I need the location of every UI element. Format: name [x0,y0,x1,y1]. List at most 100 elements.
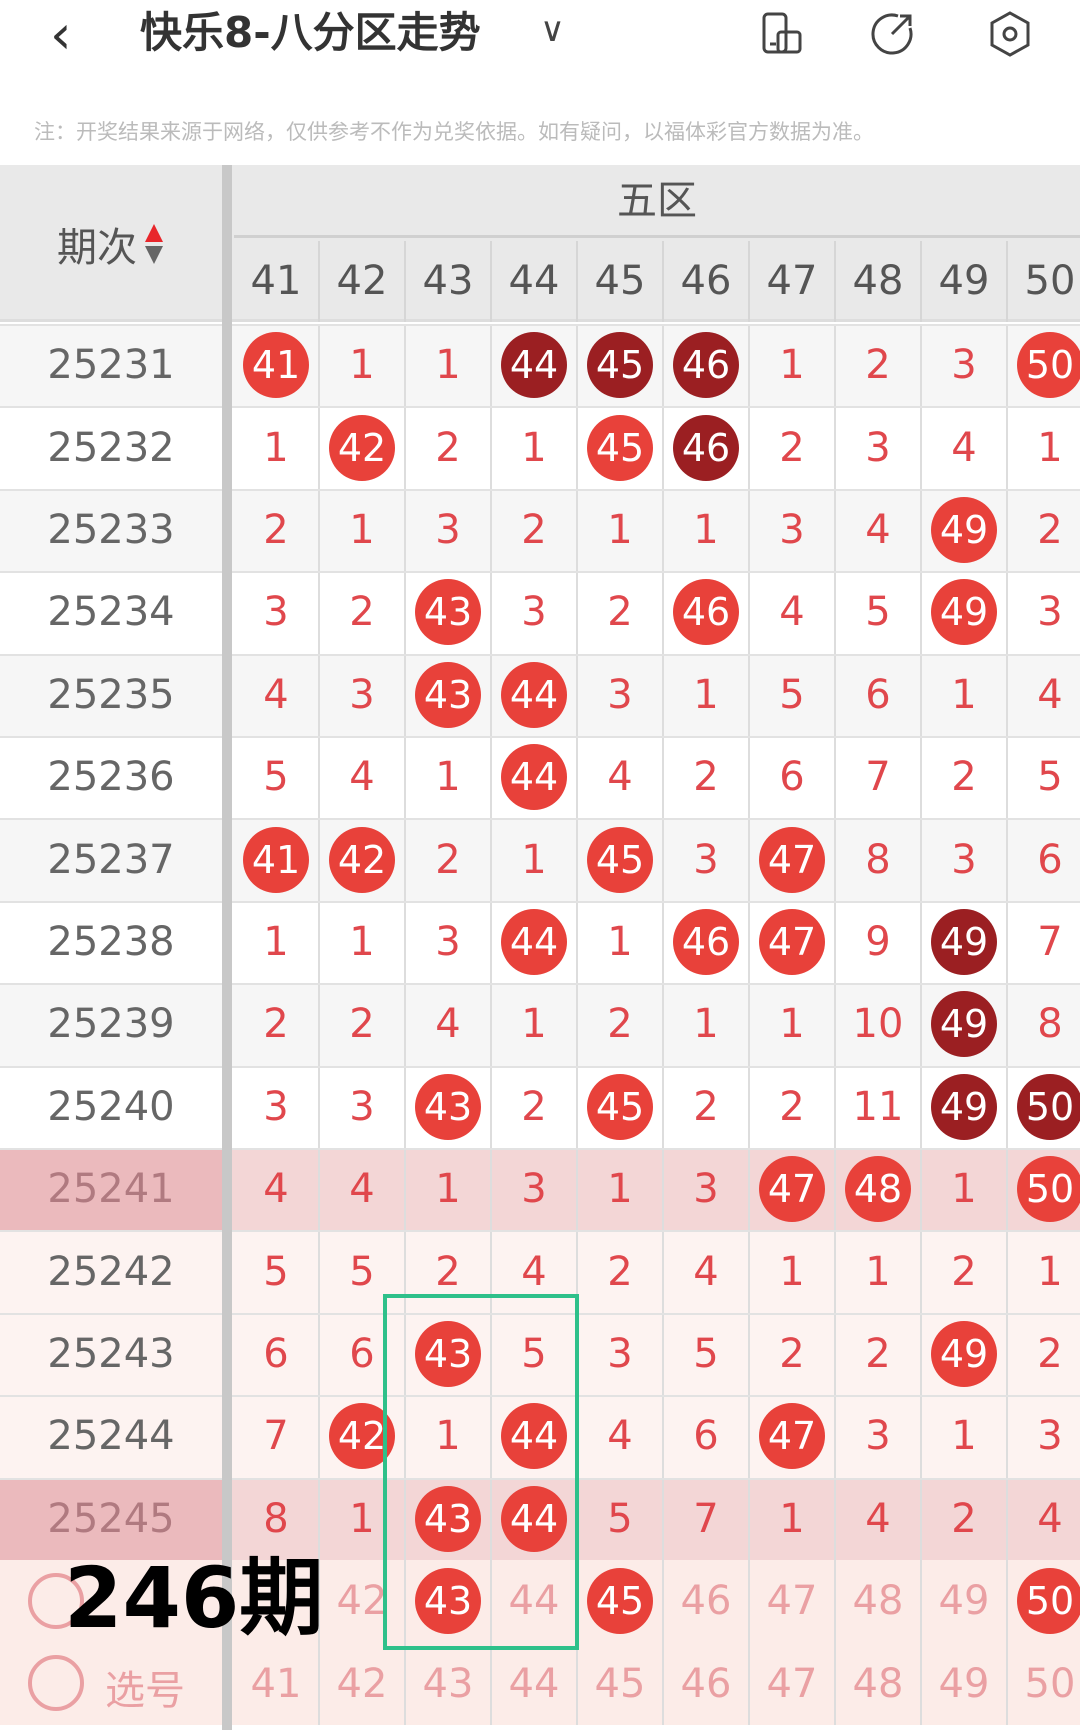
cell[interactable]: 2 [492,1065,578,1148]
cell[interactable]: 2 [750,1065,836,1148]
cell[interactable]: 9 [836,900,922,984]
cell[interactable]: 4 [234,653,320,736]
cell[interactable]: 7 [1008,901,1080,983]
cell[interactable]: 6 [836,653,922,736]
settings-icon[interactable] [986,10,1034,58]
cell[interactable]: 49 [922,571,1008,654]
cell[interactable]: 4 [492,1230,578,1313]
cell[interactable]: 1 [320,1477,406,1560]
cell[interactable]: 50 [1008,1642,1080,1724]
cell[interactable]: 1 [492,406,578,489]
cell[interactable]: 46 [664,1642,750,1725]
cell[interactable]: 3 [406,488,492,572]
cell[interactable]: 43 [406,1642,492,1725]
cell[interactable]: 1 [664,653,750,736]
cell[interactable]: 46 [664,406,750,489]
cell[interactable]: 5 [320,1230,406,1313]
cell[interactable]: 1 [922,1148,1008,1231]
cell[interactable]: 5 [234,736,320,819]
cell[interactable]: 6 [234,1312,320,1396]
cell[interactable]: 2 [836,1312,922,1396]
cell[interactable]: 4 [836,1477,922,1560]
cell[interactable]: 47 [750,1395,836,1478]
cell[interactable]: 4 [578,1395,664,1478]
cell[interactable]: 2 [234,983,320,1066]
cell[interactable]: 47 [750,1560,836,1643]
cell[interactable]: 42 [320,1642,406,1725]
cell[interactable]: 8 [234,1477,320,1560]
cell[interactable]: 4 [320,736,406,819]
cell[interactable]: 1 [492,818,578,901]
cell[interactable]: 2 [922,1477,1008,1560]
cell[interactable]: 48 [836,1148,922,1231]
cell[interactable]: 3 [1008,571,1080,653]
cell[interactable]: 46 [664,571,750,654]
cell[interactable]: 3 [922,324,1008,407]
cell[interactable]: 1 [492,983,578,1066]
cell[interactable]: 48 [836,1560,922,1643]
cell[interactable]: 3 [492,571,578,654]
cell[interactable]: 45 [578,818,664,901]
cell[interactable]: 44 [492,1477,578,1560]
cell[interactable]: 4 [922,406,1008,489]
cell[interactable]: 6 [750,736,836,819]
pick-label[interactable]: 选号 [105,1668,185,1715]
cell[interactable]: 43 [406,1560,492,1643]
cell[interactable]: 4 [320,1148,406,1231]
cell[interactable]: 50 [1008,1148,1080,1230]
cell[interactable]: 2 [234,488,320,572]
cell[interactable]: 1 [750,1477,836,1560]
cell[interactable]: 2 [1008,489,1080,571]
cell[interactable]: 1 [1008,406,1080,488]
cell[interactable]: 45 [578,406,664,489]
cell[interactable]: 3 [578,653,664,736]
cell[interactable]: 2 [922,1230,1008,1313]
cell[interactable]: 47 [750,1642,836,1725]
radio-circle-icon[interactable] [28,1655,84,1712]
cell[interactable]: 3 [922,818,1008,901]
cell[interactable]: 43 [406,571,492,654]
cell[interactable]: 41 [234,818,320,901]
cell[interactable]: 43 [406,1065,492,1148]
cell[interactable]: 3 [836,406,922,489]
cell[interactable]: 4 [578,736,664,819]
cell[interactable]: 3 [664,1148,750,1231]
cell[interactable]: 3 [664,818,750,901]
cell[interactable]: 11 [836,1065,922,1148]
page-title[interactable]: 快乐8-八分区走势 [140,8,481,57]
cell[interactable]: 6 [1008,818,1080,900]
cell[interactable]: 1 [406,1395,492,1478]
cell[interactable]: 45 [578,1560,664,1643]
cell[interactable]: 1 [750,983,836,1066]
cell[interactable]: 10 [836,983,922,1066]
cell[interactable]: 3 [750,488,836,572]
cell[interactable]: 2 [664,1065,750,1148]
cell[interactable]: 47 [750,1148,836,1231]
cell[interactable]: 3 [320,1065,406,1148]
cell[interactable]: 49 [922,1642,1008,1725]
cell[interactable]: 2 [406,406,492,489]
cell[interactable]: 5 [836,571,922,654]
cell[interactable]: 3 [234,1065,320,1148]
cell[interactable]: 1 [320,488,406,572]
cell[interactable]: 6 [664,1395,750,1478]
cell[interactable]: 2 [922,736,1008,819]
cell[interactable]: 43 [406,1312,492,1396]
cell[interactable]: 7 [836,736,922,819]
cell[interactable]: 42 [320,818,406,901]
sort-icon[interactable] [143,222,165,266]
cell[interactable]: 2 [836,324,922,407]
cell[interactable]: 42 [320,406,406,489]
cell[interactable]: 2 [320,571,406,654]
cell[interactable]: 1 [406,324,492,407]
cell[interactable]: 46 [664,324,750,407]
cell[interactable]: 49 [922,488,1008,572]
cell[interactable]: 50 [1008,324,1080,406]
cell[interactable]: 1 [1008,1230,1080,1312]
cell[interactable]: 50 [1008,1560,1080,1642]
cell[interactable]: 1 [922,1395,1008,1478]
cell[interactable]: 1 [406,736,492,819]
cell[interactable]: 45 [578,324,664,407]
cell[interactable]: 3 [1008,1395,1080,1477]
cell[interactable]: 5 [578,1477,664,1560]
